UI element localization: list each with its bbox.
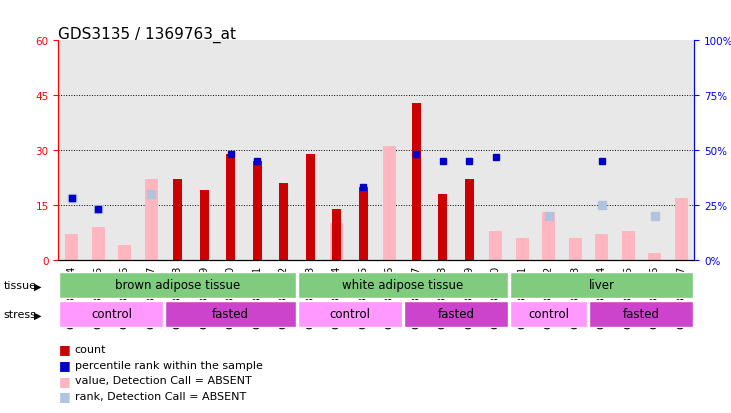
- Bar: [145, 180, 158, 260]
- Bar: [595, 235, 608, 260]
- Text: control: control: [529, 307, 569, 320]
- Bar: [359, 187, 368, 260]
- Bar: [91, 227, 105, 260]
- Text: control: control: [91, 307, 132, 320]
- Text: value, Detection Call = ABSENT: value, Detection Call = ABSENT: [75, 375, 251, 385]
- Bar: [589, 301, 693, 327]
- Bar: [173, 180, 182, 260]
- Text: ▶: ▶: [34, 310, 42, 320]
- Bar: [118, 246, 132, 260]
- Bar: [542, 213, 556, 260]
- Bar: [515, 238, 529, 260]
- Bar: [489, 231, 502, 260]
- Bar: [298, 301, 402, 327]
- Text: ■: ■: [58, 374, 70, 387]
- Bar: [65, 235, 78, 260]
- Bar: [253, 161, 262, 260]
- Text: liver: liver: [588, 278, 615, 291]
- Text: ▶: ▶: [34, 281, 42, 291]
- Bar: [438, 195, 447, 260]
- Bar: [165, 301, 296, 327]
- Bar: [569, 238, 582, 260]
- Text: fasted: fasted: [212, 307, 249, 320]
- Text: ■: ■: [58, 342, 70, 356]
- Bar: [298, 273, 508, 298]
- Bar: [332, 209, 341, 260]
- Text: stress: stress: [4, 310, 37, 320]
- Bar: [621, 231, 635, 260]
- Text: fasted: fasted: [437, 307, 474, 320]
- Bar: [226, 154, 235, 260]
- Bar: [383, 147, 396, 260]
- Bar: [330, 224, 344, 260]
- Bar: [412, 103, 421, 260]
- Text: tissue: tissue: [4, 281, 37, 291]
- Text: GDS3135 / 1369763_at: GDS3135 / 1369763_at: [58, 27, 237, 43]
- Text: white adipose tissue: white adipose tissue: [342, 278, 463, 291]
- Bar: [59, 301, 163, 327]
- Bar: [59, 273, 296, 298]
- Bar: [675, 198, 688, 260]
- Bar: [279, 183, 288, 260]
- Bar: [200, 191, 209, 260]
- Text: control: control: [330, 307, 371, 320]
- Bar: [404, 301, 508, 327]
- Bar: [648, 253, 662, 260]
- Text: ■: ■: [58, 358, 70, 371]
- Bar: [510, 301, 587, 327]
- Text: fasted: fasted: [623, 307, 660, 320]
- Text: rank, Detection Call = ABSENT: rank, Detection Call = ABSENT: [75, 391, 246, 401]
- Text: percentile rank within the sample: percentile rank within the sample: [75, 360, 262, 370]
- Bar: [465, 180, 474, 260]
- Text: ■: ■: [58, 389, 70, 403]
- Text: brown adipose tissue: brown adipose tissue: [115, 278, 240, 291]
- Text: count: count: [75, 344, 106, 354]
- Bar: [510, 273, 693, 298]
- Bar: [306, 154, 315, 260]
